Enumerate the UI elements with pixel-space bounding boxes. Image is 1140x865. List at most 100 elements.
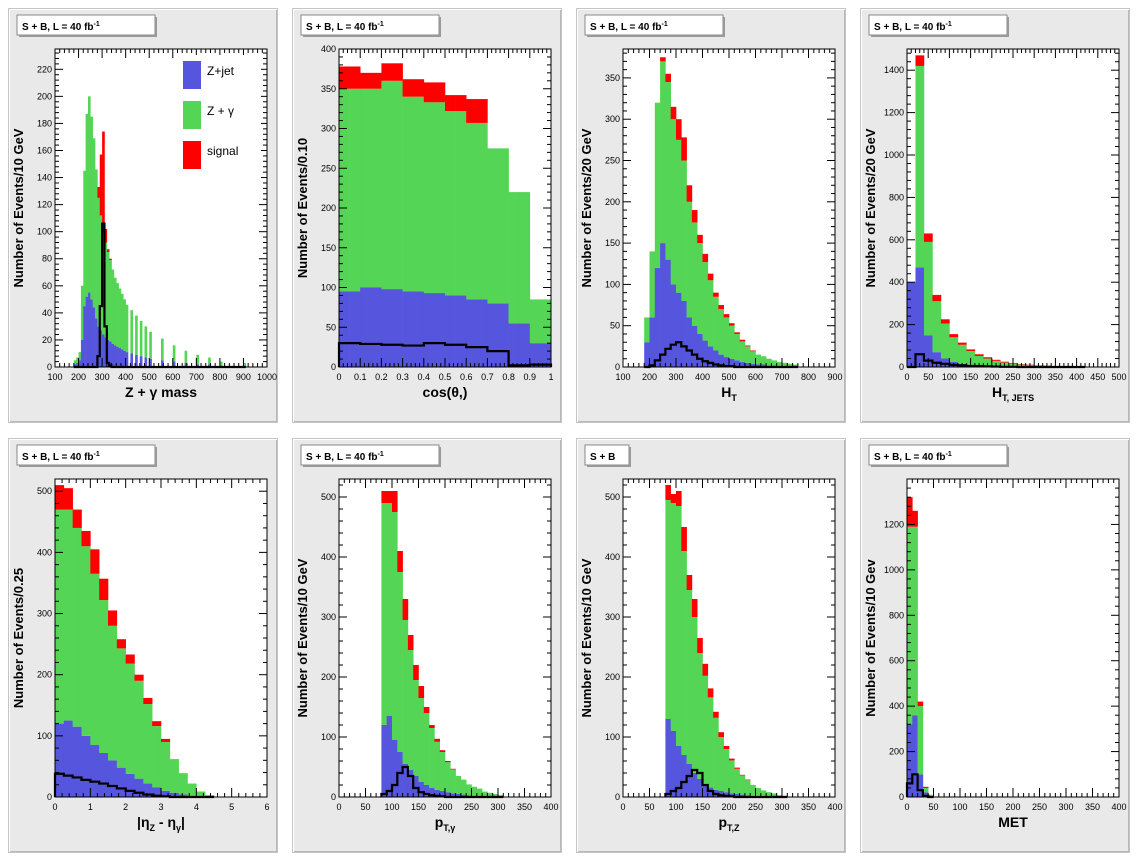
y-axis-label: Number of Events/10 GeV <box>579 558 594 717</box>
x-tick-label: 400 <box>827 802 842 812</box>
chart-svg: 0 50 100 150 200 250 300 350 400 0 200 400 600 800 100… <box>863 444 1127 830</box>
x-tick-label: 400 <box>543 802 558 812</box>
x-tick-label: 200 <box>721 802 736 812</box>
svg-text:Number of Events/20 GeV: Number of Events/20 GeV <box>579 128 594 287</box>
bar-zjet <box>99 330 103 367</box>
bar-zgamma <box>76 357 79 363</box>
bar-signal <box>125 654 135 664</box>
bar-signal <box>665 73 671 83</box>
bar-zgamma <box>713 296 719 351</box>
chart-svg: 100 200 300 400 500 600 700 800 900 1000 0 20 40 60 80… <box>11 14 277 400</box>
bar-zjet <box>455 295 467 367</box>
bar-zgamma <box>99 600 109 753</box>
bar-zgamma <box>111 269 115 344</box>
bar-zgamma <box>116 648 126 768</box>
y-tick-label: 150 <box>321 243 336 253</box>
y-tick-label: 0 <box>615 792 620 802</box>
bar-zgamma <box>771 360 777 366</box>
bar-zgamma <box>397 572 403 752</box>
bar-zgamma <box>508 192 520 324</box>
panel-title-box: S + B, L = 40 fb-1 <box>300 14 441 37</box>
y-tick-label: 600 <box>889 235 904 245</box>
bar-zgamma <box>125 663 135 774</box>
bar-zgamma <box>466 122 478 300</box>
bar-signal <box>99 154 103 216</box>
x-axis-label: cos(θ,) <box>423 384 468 400</box>
bar-zjet <box>702 783 709 797</box>
x-tick-label: 6 <box>264 802 269 812</box>
y-tick-label: 80 <box>42 254 52 264</box>
bar-zjet <box>108 760 118 797</box>
bar-signal <box>99 578 109 601</box>
svg-text:|ηZ​ - ηγ​|: |ηZ​ - ηγ​| <box>137 814 185 833</box>
bar-zjet <box>676 292 682 367</box>
x-tick-label: 200 <box>71 372 86 382</box>
bar-signal <box>402 79 414 97</box>
bar-zgamma <box>739 341 746 363</box>
y-tick-label: 400 <box>37 547 52 557</box>
bar-signal <box>922 786 929 788</box>
bar-zgamma <box>187 783 197 796</box>
bar-signal <box>718 305 724 310</box>
x-tick-label: 300 <box>95 372 110 382</box>
bar-signal <box>349 66 361 89</box>
x-tick-label: 0 <box>904 802 909 812</box>
bar-signal <box>940 319 950 324</box>
bar-signal <box>434 738 440 742</box>
bar-signal <box>450 768 456 770</box>
bar-zgamma <box>413 96 425 292</box>
y-tick-label: 200 <box>889 747 904 757</box>
bar-zgamma <box>739 775 746 795</box>
bar-signal <box>670 106 677 120</box>
x-tick-label: 50 <box>928 802 938 812</box>
y-axis-label: Number of Events/10 Gev <box>863 558 878 716</box>
chart-panel-2: 0 0.1 0.2 0.3 0.4 0.5 0.6 0.7 0.8 0.9 1 0 50 100 150 20… <box>292 8 562 423</box>
x-tick-label: 200 <box>984 372 999 382</box>
y-tick-label: 100 <box>321 732 336 742</box>
bar-zjet <box>149 358 152 367</box>
bar-zjet <box>476 299 488 367</box>
bar-zgamma <box>476 788 483 796</box>
bar-zgamma <box>63 509 73 721</box>
bar-signal <box>729 323 735 326</box>
bar-zjet <box>676 746 682 797</box>
x-tick-label: 1000 <box>257 372 277 382</box>
y-tick-label: 350 <box>321 84 336 94</box>
y-tick-label: 1400 <box>884 65 904 75</box>
bar-zgamma <box>135 315 138 355</box>
bar-zgamma <box>172 345 176 362</box>
bar-signal <box>90 549 100 574</box>
bar-zjet <box>196 364 199 367</box>
x-tick-label: 0 <box>336 802 341 812</box>
bar-zjet <box>413 291 425 367</box>
bar-zgamma <box>665 82 671 260</box>
bar-signal <box>660 57 666 62</box>
x-tick-label: 150 <box>963 372 978 382</box>
bar-signal <box>707 273 714 281</box>
bar-signal <box>445 761 451 763</box>
x-tick-label: 0.7 <box>481 372 494 382</box>
y-tick-label: 250 <box>321 163 336 173</box>
bar-zgamma <box>407 650 414 770</box>
bar-zgamma <box>670 503 677 731</box>
bar-zjet <box>734 794 740 797</box>
x-tick-label: 0 <box>52 802 57 812</box>
bar-zgamma <box>90 573 100 746</box>
bar-signal <box>413 79 425 97</box>
bar-zjet <box>381 725 387 797</box>
panel-title: S + B, L = 40 fb-1 <box>306 451 384 463</box>
bar-zjet <box>750 363 756 367</box>
y-tick-label: 300 <box>605 114 620 124</box>
bar-signal <box>97 187 101 198</box>
bar-zjet <box>686 764 693 797</box>
bar-zjet <box>116 346 119 367</box>
bar-zgamma <box>208 357 211 365</box>
bar-zgamma <box>755 354 762 365</box>
bar-zgamma <box>482 791 488 797</box>
bar-zgamma <box>445 762 451 793</box>
bar-zgamma <box>83 170 86 307</box>
bar-zgamma <box>95 169 98 319</box>
y-tick-label: 50 <box>326 322 336 332</box>
bar-zgamma <box>519 192 531 324</box>
